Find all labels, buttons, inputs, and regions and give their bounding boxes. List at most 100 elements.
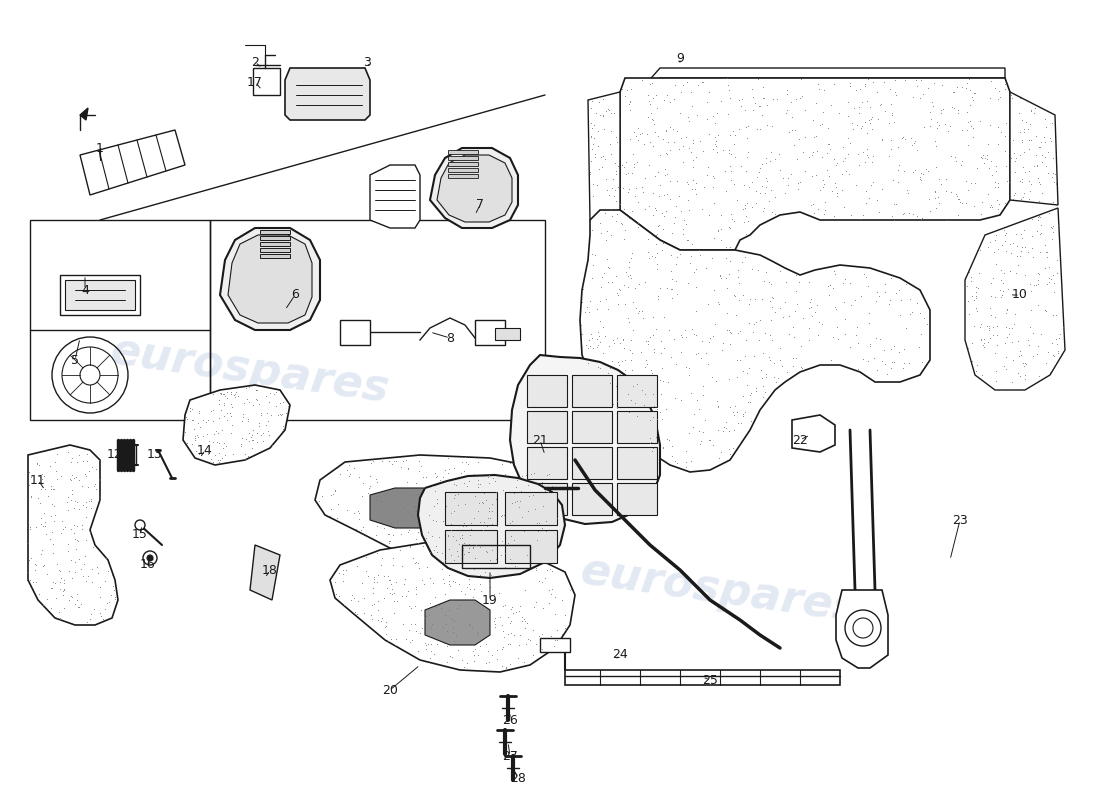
Point [634,305,651,318]
Point [979,240,997,253]
Point [91,607,109,620]
Point [960,307,978,320]
Point [1023,230,1041,242]
Point [1044,151,1061,164]
Point [503,530,520,542]
Point [904,91,922,104]
Point [822,278,839,291]
Point [59,544,77,557]
Point [541,562,559,575]
Point [754,293,771,306]
Point [984,328,1002,341]
Point [474,470,492,482]
Point [791,176,808,189]
Point [254,426,272,439]
Point [520,490,538,502]
Point [1000,175,1018,188]
Point [828,321,846,334]
Point [572,319,590,332]
Point [487,486,505,498]
Point [41,533,58,546]
Point [760,276,778,289]
Point [659,136,676,149]
Point [434,620,452,633]
Text: 14: 14 [197,443,213,457]
Point [409,536,427,549]
Point [334,563,352,576]
Point [733,417,750,430]
Point [657,162,674,175]
Point [627,181,645,194]
Point [970,266,988,279]
Point [873,355,891,368]
Point [443,650,461,663]
Point [250,398,267,410]
Point [724,442,741,455]
Point [771,163,789,176]
Point [107,590,124,603]
Point [454,465,472,478]
Point [440,569,458,582]
Point [256,418,274,431]
Point [448,630,465,642]
Point [1032,246,1049,258]
Point [926,185,944,198]
Point [417,642,434,655]
Point [96,575,113,588]
Point [608,287,626,300]
Point [722,338,739,351]
Point [684,174,702,186]
Point [756,202,773,214]
Point [694,379,712,392]
Point [416,578,433,590]
Point [770,371,788,384]
Point [540,468,558,481]
Point [786,268,804,281]
Point [384,491,402,504]
Polygon shape [505,530,557,563]
Point [1042,366,1059,378]
Point [573,341,591,354]
Point [608,207,626,220]
Point [493,642,510,655]
Point [980,323,998,336]
Point [55,583,73,596]
Point [21,522,38,535]
Point [1011,148,1028,161]
Point [1028,266,1046,279]
Point [661,193,679,206]
Point [327,483,344,496]
Point [617,168,635,181]
Point [842,137,859,150]
Point [395,455,412,468]
Point [943,186,960,198]
Point [637,361,654,374]
Point [434,471,452,484]
Point [99,565,117,578]
Point [726,128,744,141]
Point [273,408,290,421]
Point [917,163,935,176]
Point [637,335,654,348]
Point [784,320,802,333]
Point [682,146,700,158]
Point [641,330,659,343]
Point [437,618,454,630]
Point [1018,358,1035,370]
Point [954,124,971,137]
Point [42,480,59,493]
Point [379,573,397,586]
Point [751,100,769,113]
Point [439,656,456,669]
Point [616,90,634,102]
Point [884,174,902,186]
Point [758,151,776,164]
Point [600,104,617,117]
Point [728,406,746,419]
Point [387,454,405,467]
Point [426,647,443,660]
Point [406,599,424,612]
Polygon shape [260,230,290,234]
Point [614,218,631,230]
Point [446,505,463,518]
